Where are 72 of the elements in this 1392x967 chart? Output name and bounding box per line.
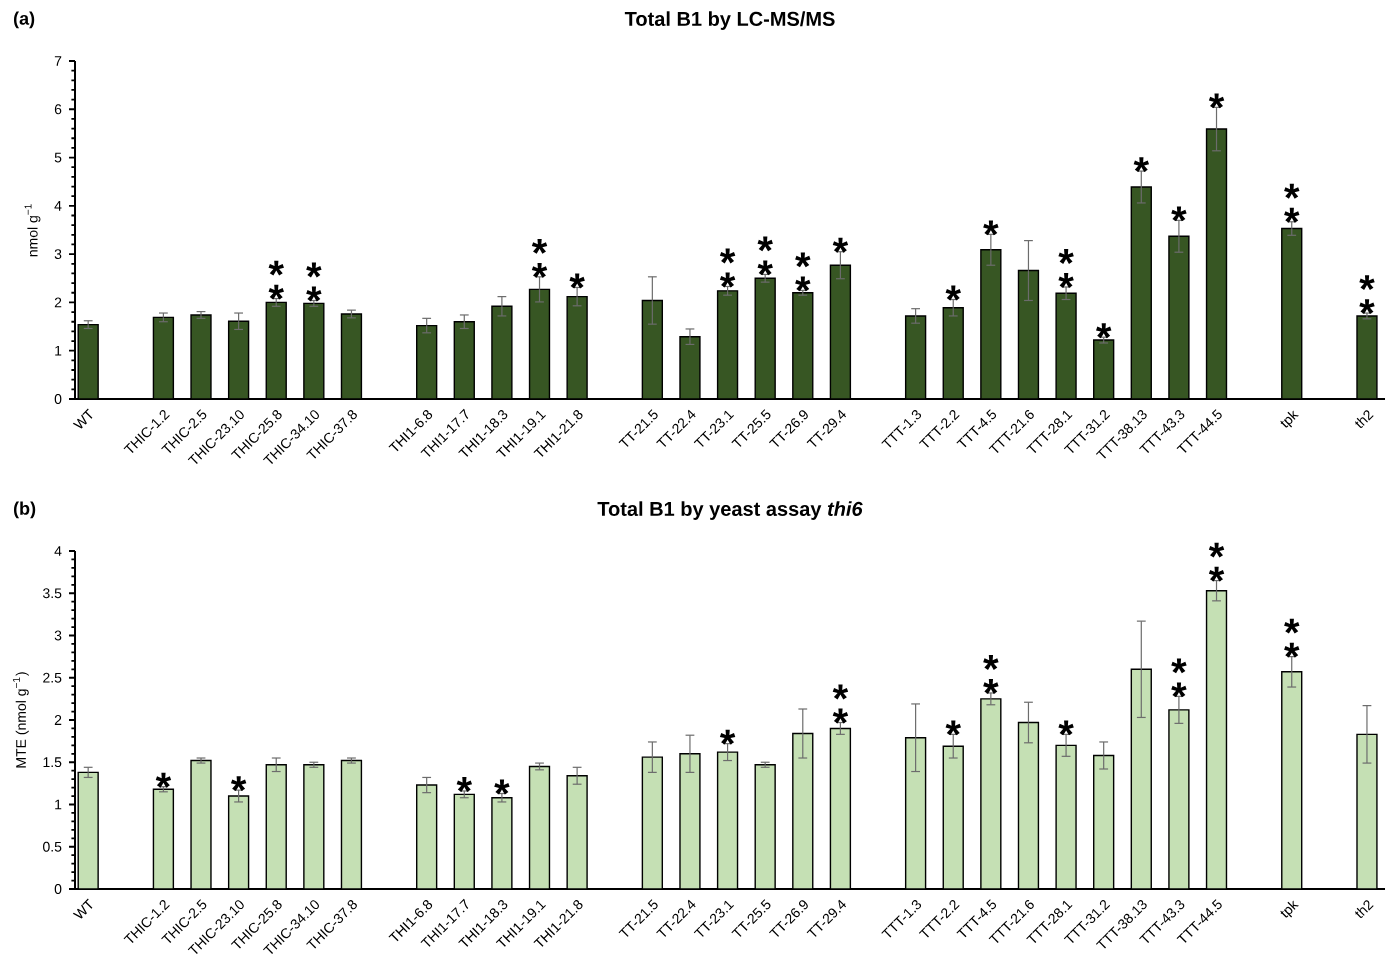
annotation: *: [1058, 249, 1074, 264]
y-tick-label: 4: [54, 201, 62, 211]
annotation: *: [1359, 299, 1375, 314]
x-tick-label: tpk: [1280, 900, 1299, 918]
annotation: *: [569, 273, 585, 289]
y-tick-label: 3: [54, 630, 62, 641]
y-tick-label: 1: [55, 799, 62, 810]
annotation: *: [456, 777, 473, 792]
annotation: *: [306, 262, 322, 278]
x-tick-label: tpk: [1280, 410, 1299, 428]
text: (b): [13, 501, 36, 519]
annotation: *: [757, 260, 773, 276]
annotation: *: [1171, 206, 1187, 222]
x-tick-label: th2: [1355, 410, 1374, 429]
annotation: *: [719, 729, 736, 745]
annotation: *: [719, 248, 736, 264]
annotation: *: [1284, 618, 1300, 634]
y-axis-title: nmol g$^{−1}$: [24, 204, 41, 257]
y-tick-label: 3.5: [43, 588, 62, 599]
annotation: *: [983, 655, 999, 670]
annotation: *: [531, 262, 548, 278]
x-tick-label: th2: [1355, 900, 1374, 919]
y-tick-label: 1.5: [43, 757, 62, 768]
annotation: *: [832, 237, 849, 253]
annotation: *: [795, 252, 811, 268]
annotation: *: [268, 260, 284, 276]
annotation: *: [945, 285, 961, 301]
annotation: *: [1284, 207, 1300, 223]
y-tick-label: 2: [54, 297, 62, 308]
y-tick-label: 2.5: [43, 672, 62, 683]
annotation: *: [230, 776, 247, 792]
annotation: *: [268, 284, 284, 300]
x-tick-label: WT: [72, 898, 93, 919]
annotation: *: [1096, 323, 1112, 339]
y-tick-label: 0: [54, 884, 62, 894]
y-tick-label: 2: [54, 715, 62, 725]
annotation: *: [1208, 93, 1225, 109]
y-tick-label: 3: [54, 249, 62, 260]
annotation: *: [832, 684, 849, 700]
annotation: *: [983, 220, 999, 236]
y-tick-label: 4: [54, 546, 62, 556]
x-tick-label: WT: [72, 408, 93, 429]
annotation: *: [494, 779, 510, 795]
annotation: *: [1171, 658, 1187, 674]
annotation: *: [1284, 642, 1300, 658]
text: (a): [13, 11, 35, 29]
annotation: *: [757, 236, 773, 252]
y-tick-label: 7: [54, 56, 62, 66]
annotation: *: [832, 708, 849, 724]
annotation: *: [795, 276, 811, 292]
y-tick-label: 6: [54, 104, 62, 115]
annotation: *: [306, 286, 322, 302]
annotation: *: [155, 772, 172, 788]
annotation: *: [1359, 275, 1375, 290]
annotation: *: [1284, 183, 1300, 199]
annotation: *: [945, 720, 961, 736]
annotation: *: [531, 238, 548, 254]
annotation: *: [1208, 542, 1225, 558]
annotation: *: [1058, 273, 1074, 288]
annotation: *: [1171, 682, 1187, 698]
annotation: *: [983, 679, 999, 694]
annotation: *: [719, 272, 736, 288]
annotation: *: [1133, 157, 1150, 173]
chart-title: Total B1 by yeast assay thi6: [597, 501, 863, 520]
annotation: *: [1058, 720, 1074, 736]
chart-title: Total B1 by LC-MS/MS: [624, 11, 835, 30]
y-tick-label: 0: [54, 394, 62, 404]
y-tick-label: 0.5: [43, 841, 62, 852]
y-tick-label: 5: [54, 152, 62, 163]
y-axis-title: MTE (nmol g$^{−1}$): [12, 672, 29, 768]
annotation: *: [1208, 566, 1225, 582]
y-tick-label: 1: [55, 345, 62, 356]
